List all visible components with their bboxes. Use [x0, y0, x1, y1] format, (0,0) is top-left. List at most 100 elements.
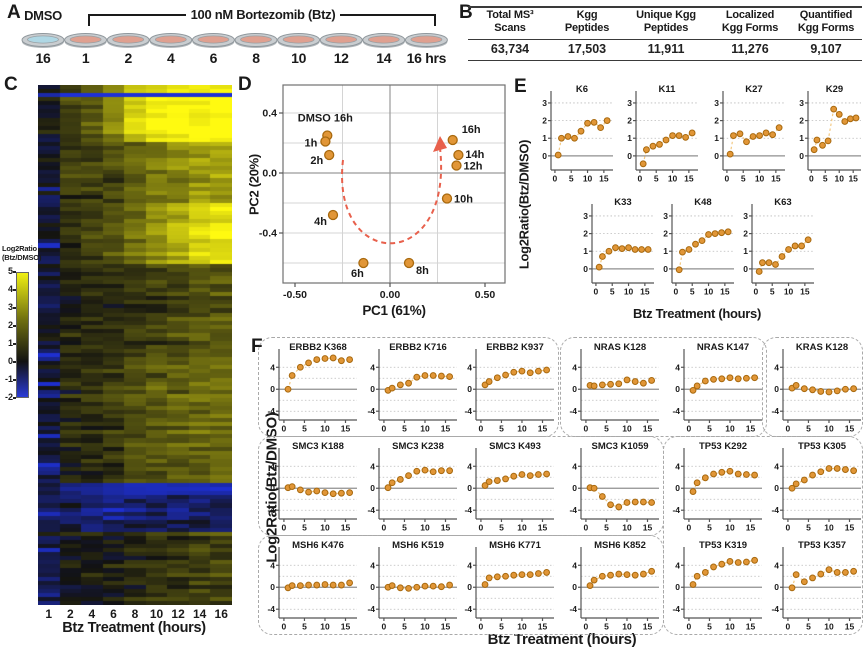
svg-text:-4: -4 — [267, 406, 275, 416]
subplot-K11: 0 1 2 3 0 5 10 15 K11 — [627, 84, 698, 184]
svg-text:K6: K6 — [576, 84, 588, 95]
colorbar-tick-mark — [13, 379, 16, 381]
svg-text:ERBB2 K716: ERBB2 K716 — [389, 342, 447, 353]
subplot-MSH6-K852: -4 0 4 0 5 10 15 MSH6 K852 — [569, 540, 659, 632]
svg-text:0: 0 — [584, 622, 589, 632]
svg-text:15: 15 — [643, 523, 653, 533]
svg-text:10: 10 — [420, 523, 430, 533]
svg-text:4: 4 — [774, 560, 779, 570]
trajectory-arrowhead — [433, 136, 447, 152]
table-rule-bottom — [468, 59, 862, 61]
svg-text:5: 5 — [770, 287, 775, 297]
svg-text:10: 10 — [725, 523, 735, 533]
svg-text:4: 4 — [675, 560, 680, 570]
subplot-K6: 0 1 2 3 0 5 10 15 K6 — [542, 84, 613, 184]
dish-label: 16 — [35, 50, 51, 66]
svg-text:SMC3 K238: SMC3 K238 — [392, 441, 444, 452]
svg-text:0: 0 — [572, 582, 577, 592]
svg-text:10: 10 — [622, 523, 632, 533]
svg-text:0: 0 — [282, 424, 287, 434]
svg-text:-4: -4 — [569, 406, 577, 416]
panel-f-label: F — [251, 336, 263, 357]
svg-text:0: 0 — [786, 523, 791, 533]
pca-point-12h — [451, 160, 462, 171]
svg-text:10: 10 — [624, 287, 634, 297]
svg-text:4: 4 — [270, 362, 275, 372]
subplot-TP53-K292: -4 0 4 0 5 10 15 TP53 K292 — [672, 441, 762, 533]
svg-text:0: 0 — [583, 264, 588, 274]
svg-text:-4: -4 — [267, 505, 275, 515]
svg-text:15: 15 — [599, 174, 609, 184]
svg-text:-4: -4 — [672, 406, 680, 416]
svg-text:10: 10 — [420, 622, 430, 632]
pca-point-1h — [320, 136, 331, 147]
svg-text:5: 5 — [569, 174, 574, 184]
svg-text:SMC3 K188: SMC3 K188 — [292, 441, 344, 452]
dish-label: 6 — [209, 50, 218, 66]
svg-text:0.50: 0.50 — [475, 289, 496, 301]
svg-text:3: 3 — [714, 98, 719, 108]
svg-text:4: 4 — [675, 362, 680, 372]
dish-6 — [191, 33, 235, 48]
culture-dishes — [0, 0, 460, 70]
svg-text:10: 10 — [835, 174, 845, 184]
dish-label: 16 hrs — [406, 50, 447, 66]
svg-text:TP53 K357: TP53 K357 — [798, 540, 846, 551]
table-rule-top — [468, 6, 862, 8]
colorbar-tick-label: 4 — [7, 284, 13, 294]
bracket-left — [88, 14, 186, 26]
svg-text:15: 15 — [538, 622, 548, 632]
svg-text:0.4: 0.4 — [262, 108, 277, 120]
svg-text:TP53 K319: TP53 K319 — [699, 540, 747, 551]
table-value: 17,503 — [567, 42, 607, 56]
svg-text:1: 1 — [583, 246, 588, 256]
svg-text:0: 0 — [572, 384, 577, 394]
svg-text:-4: -4 — [464, 505, 472, 515]
colorbar-tick-label: 1 — [7, 338, 13, 348]
svg-text:4: 4 — [675, 461, 680, 471]
svg-text:MSH6 K519: MSH6 K519 — [392, 540, 444, 551]
svg-text:0: 0 — [270, 582, 275, 592]
colorbar-tick-mark — [13, 289, 16, 291]
svg-text:0: 0 — [382, 523, 387, 533]
svg-text:MSH6 K852: MSH6 K852 — [594, 540, 646, 551]
subplot-KRAS-K128: -4 0 4 0 5 10 15 KRAS K128 — [771, 342, 861, 434]
heatmap-xlabel: Btz Treatment (hours) — [62, 620, 206, 636]
svg-text:0: 0 — [479, 622, 484, 632]
svg-text:1: 1 — [627, 133, 632, 143]
svg-text:ERBB2 K368: ERBB2 K368 — [289, 342, 347, 353]
subplot-TP53-K357: -4 0 4 0 5 10 15 TP53 K357 — [771, 540, 861, 632]
svg-text:10: 10 — [517, 622, 527, 632]
svg-text:15: 15 — [684, 174, 694, 184]
svg-text:4: 4 — [467, 560, 472, 570]
subplot-MSH6-K519: -4 0 4 0 5 10 15 MSH6 K519 — [367, 540, 457, 632]
svg-text:0: 0 — [572, 483, 577, 493]
svg-text:5: 5 — [610, 287, 615, 297]
table-value: 11,276 — [731, 42, 769, 56]
heatmap-x-tick: 2 — [66, 607, 74, 621]
svg-text:1: 1 — [743, 246, 748, 256]
svg-text:3: 3 — [627, 98, 632, 108]
svg-text:4: 4 — [467, 461, 472, 471]
svg-text:2h: 2h — [310, 155, 323, 167]
dmso-label: DMSO — [24, 8, 62, 23]
svg-text:5: 5 — [604, 424, 609, 434]
svg-text:0: 0 — [370, 483, 375, 493]
pca-point-6h — [358, 257, 369, 269]
pca-point-10h — [441, 193, 453, 204]
svg-text:4: 4 — [467, 362, 472, 372]
table-header: Localized Kgg Forms — [721, 9, 779, 34]
svg-text:5: 5 — [302, 523, 307, 533]
svg-text:0: 0 — [687, 424, 692, 434]
colorbar-tick-label: 5 — [7, 266, 13, 276]
svg-text:DMSO 16h: DMSO 16h — [298, 113, 353, 125]
table-value: 11,911 — [647, 42, 685, 56]
svg-text:4: 4 — [774, 362, 779, 372]
svg-text:0: 0 — [638, 174, 643, 184]
svg-text:-0.50: -0.50 — [283, 289, 307, 301]
svg-text:15: 15 — [643, 622, 653, 632]
subplot-TP53-K305: -4 0 4 0 5 10 15 TP53 K305 — [771, 441, 861, 533]
svg-text:NRAS K147: NRAS K147 — [697, 342, 749, 353]
svg-text:0.0: 0.0 — [262, 168, 277, 180]
svg-text:0: 0 — [675, 483, 680, 493]
